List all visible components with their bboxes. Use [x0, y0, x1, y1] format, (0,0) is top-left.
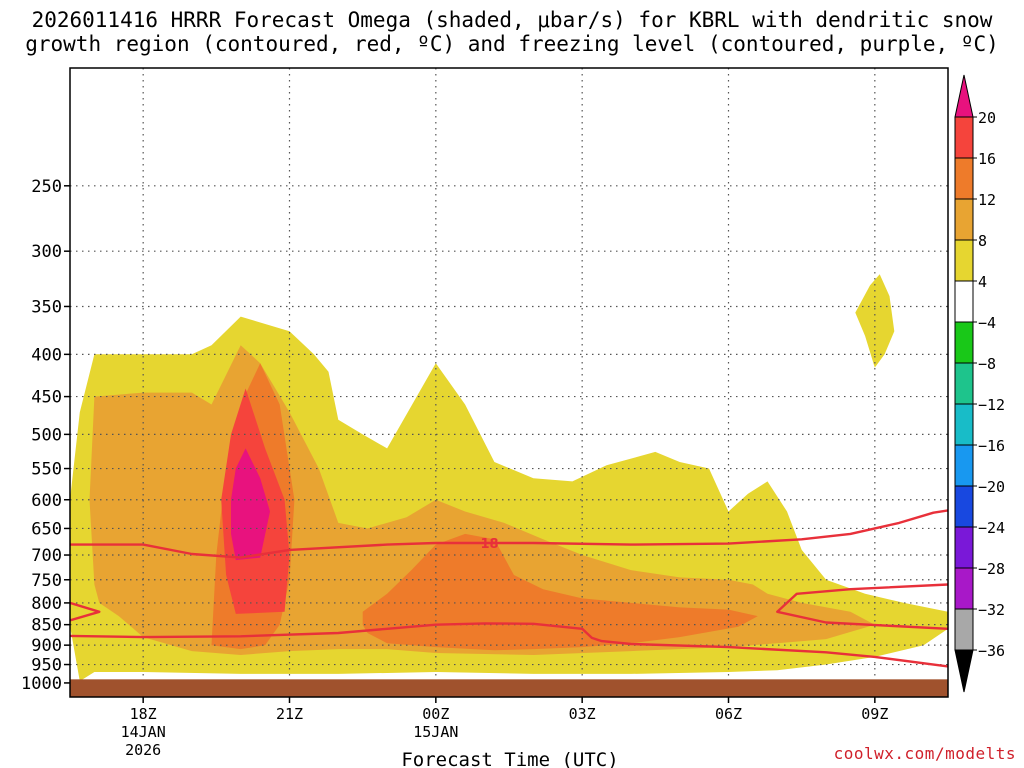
- omega-shading: [70, 274, 948, 682]
- colorbar-box: [954, 321, 974, 364]
- x-axis-label: Forecast Time (UTC): [401, 749, 618, 768]
- surface-ground: [70, 679, 948, 697]
- y-tick-label: 950: [31, 656, 62, 676]
- x-tick-label: 09Z: [861, 705, 888, 723]
- colorbar-box: [954, 239, 974, 282]
- y-tick-label: 800: [31, 594, 62, 614]
- dgz-contour-label: 18: [480, 537, 498, 552]
- colorbar-box: [954, 198, 974, 241]
- plot-frame: [69, 67, 949, 698]
- colorbar-label: −4: [978, 314, 996, 332]
- colorbar-box: [954, 608, 974, 651]
- y-tick-label: 600: [31, 491, 62, 511]
- omega-12-region: [362, 533, 758, 651]
- colorbar-label: 20: [978, 109, 996, 127]
- y-tick-label: 700: [31, 546, 62, 566]
- colorbar-top-triangle: [954, 74, 974, 118]
- colorbar-label: −8: [978, 355, 996, 373]
- colorbar-box: [954, 485, 974, 528]
- axes: 2503003504004505005506006507007508008509…: [21, 177, 888, 759]
- colorbar-bottom-triangle: [954, 649, 974, 693]
- y-tick-label: 350: [31, 297, 62, 317]
- colorbar-box: [954, 403, 974, 446]
- dgz-contour-line: [776, 583, 948, 630]
- dgz-contour-line: [70, 601, 101, 622]
- y-tick-label: 400: [31, 345, 62, 365]
- y-tick-label: 850: [31, 616, 62, 636]
- chart-title-line-1: 2026011416 HRRR Forecast Omega (shaded, …: [31, 8, 993, 32]
- colorbar-label: −36: [978, 642, 1005, 660]
- y-tick-label: 550: [31, 460, 62, 480]
- colorbar-label: 4: [978, 273, 987, 291]
- colorbar-label: −28: [978, 560, 1005, 578]
- y-tick-label: 300: [31, 242, 62, 262]
- x-tick-date: 14JAN: [121, 723, 166, 741]
- y-tick-label: 250: [31, 177, 62, 197]
- colorbar-label: 16: [978, 150, 996, 168]
- y-tick-label: 750: [31, 571, 62, 591]
- y-tick-label: 650: [31, 519, 62, 539]
- colorbar-box: [954, 280, 974, 323]
- dgz-contour-line: [70, 622, 948, 668]
- x-tick-label: 06Z: [715, 705, 742, 723]
- colorbar-box: [954, 526, 974, 569]
- credit-text: coolwx.com/modelts: [833, 744, 1016, 763]
- ground-fill: [70, 679, 948, 697]
- y-tick-label: 900: [31, 636, 62, 656]
- y-tick-label: 1000: [21, 674, 62, 694]
- dgz-contours: 18: [70, 509, 948, 668]
- x-tick-year: 2026: [125, 741, 161, 759]
- colorbar: 20 16 12 8 4 −4 −8 −12 −16 −20 −24 −28 −32 −36: [954, 74, 1005, 693]
- colorbar-label: 12: [978, 191, 996, 209]
- colorbar-label: −24: [978, 519, 1005, 537]
- colorbar-box: [954, 116, 974, 159]
- x-tick-label: 21Z: [276, 705, 303, 723]
- dgz-contour-line: [70, 509, 948, 559]
- colorbar-label: 8: [978, 232, 987, 250]
- x-tick-label: 00Z: [422, 705, 449, 723]
- x-tick-label: 18Z: [130, 705, 157, 723]
- y-tick-label: 450: [31, 388, 62, 408]
- colorbar-box: [954, 157, 974, 200]
- x-tick-date: 15JAN: [413, 723, 458, 741]
- colorbar-label: −20: [978, 478, 1005, 496]
- colorbar-label: −32: [978, 601, 1005, 619]
- colorbar-label: −16: [978, 437, 1005, 455]
- x-tick-label: 03Z: [569, 705, 596, 723]
- colorbar-box: [954, 362, 974, 405]
- colorbar-label: −12: [978, 396, 1005, 414]
- colorbar-box: [954, 444, 974, 487]
- chart-title-line-2: growth region (contoured, red, ºC) and f…: [25, 32, 999, 56]
- y-tick-label: 500: [31, 425, 62, 445]
- omega-20-region: [231, 448, 270, 561]
- colorbar-box: [954, 567, 974, 610]
